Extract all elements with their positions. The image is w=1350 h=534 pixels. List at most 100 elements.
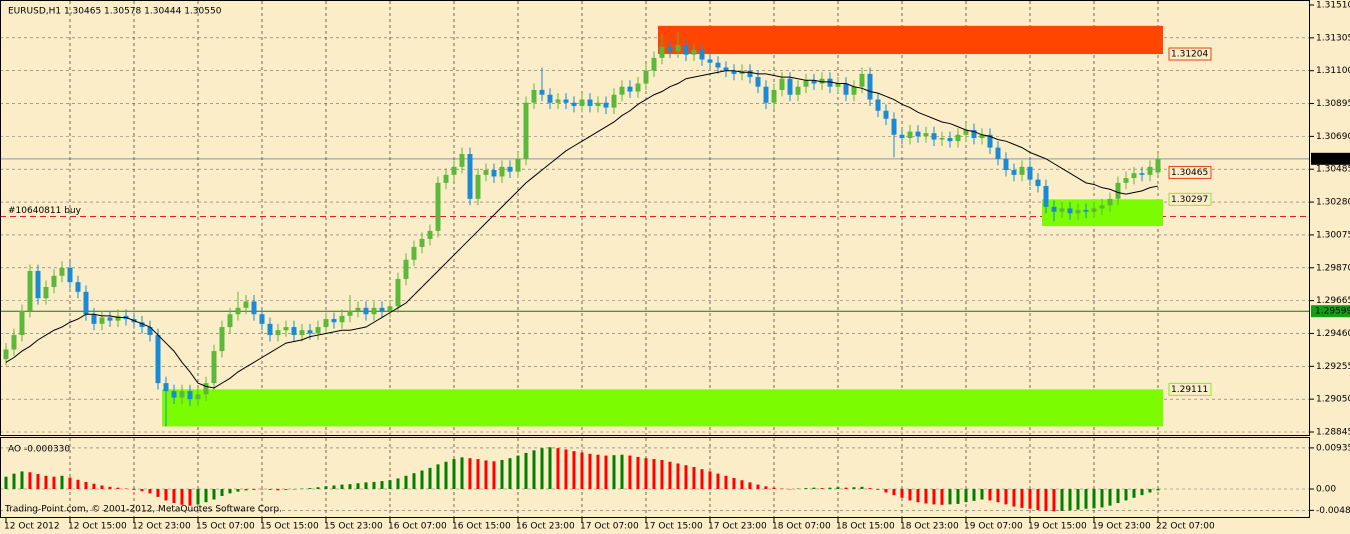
candle-body bbox=[411, 246, 417, 260]
candle-body bbox=[315, 327, 321, 334]
candle-body bbox=[299, 330, 305, 336]
candle-body bbox=[419, 238, 425, 247]
candle-body bbox=[811, 80, 817, 84]
y-tick-label: 1.30280 bbox=[1316, 198, 1350, 208]
candle-body bbox=[803, 80, 809, 87]
candle-body bbox=[115, 315, 121, 321]
zone-layer bbox=[162, 25, 1163, 427]
candle-body bbox=[883, 110, 889, 119]
candle-body bbox=[907, 131, 913, 138]
candle-body bbox=[723, 67, 729, 71]
chart-title: EURUSD,H1 1.30465 1.30578 1.30444 1.3055… bbox=[8, 7, 222, 17]
candle-body bbox=[1035, 179, 1041, 187]
candle-body bbox=[83, 291, 89, 315]
candle-body bbox=[579, 99, 585, 106]
candle-body bbox=[163, 383, 169, 392]
y-tick-label: 1.28845 bbox=[1316, 428, 1350, 438]
x-tick-label: 16 Oct 15:00 bbox=[452, 522, 511, 532]
candle-body bbox=[779, 78, 785, 90]
candle-body bbox=[491, 170, 497, 177]
x-tick-label: 17 Oct 23:00 bbox=[708, 522, 767, 532]
candle-body bbox=[771, 89, 777, 103]
candle-body bbox=[755, 77, 761, 87]
candle-body bbox=[339, 315, 345, 323]
candle-body bbox=[99, 317, 105, 324]
candle-body bbox=[707, 59, 713, 63]
y-tick-label: 1.31305 bbox=[1316, 33, 1350, 43]
candle-body bbox=[1075, 210, 1081, 214]
candle-body bbox=[547, 94, 553, 103]
candle-body bbox=[715, 62, 721, 68]
candle-body bbox=[1043, 186, 1049, 207]
price-zone bbox=[658, 25, 1163, 55]
candle-body bbox=[1059, 208, 1065, 212]
candle-body bbox=[403, 259, 409, 279]
level-label-box bbox=[1311, 152, 1350, 165]
y-tick-label: 1.30690 bbox=[1316, 132, 1350, 142]
candle-body bbox=[483, 170, 489, 175]
mark-layer bbox=[3, 32, 1161, 512]
candle-body bbox=[1067, 208, 1073, 214]
price-zone bbox=[162, 389, 1163, 427]
price-marker-label: 1.30465 bbox=[1171, 168, 1208, 178]
candle-body bbox=[619, 86, 625, 95]
y-tick-label: 1.30485 bbox=[1316, 165, 1350, 175]
candle-body bbox=[1131, 173, 1137, 179]
candle-body bbox=[867, 73, 873, 100]
candle-body bbox=[291, 327, 297, 336]
candle-body bbox=[347, 311, 353, 316]
candle-body bbox=[203, 383, 209, 395]
candle-body bbox=[979, 134, 985, 138]
candle-body bbox=[171, 391, 177, 398]
candle-body bbox=[371, 307, 377, 315]
x-tick-label: 12 Oct 2012 bbox=[4, 522, 60, 532]
x-tick-label: 22 Oct 07:00 bbox=[1156, 522, 1215, 532]
y-tick-label: -0.00486 bbox=[1316, 506, 1350, 516]
candle-body bbox=[363, 307, 369, 315]
candle-body bbox=[563, 99, 569, 103]
x-tick-label: 19 Oct 23:00 bbox=[1092, 522, 1151, 532]
candle-body bbox=[51, 275, 57, 287]
x-tick-label: 19 Oct 15:00 bbox=[1028, 522, 1087, 532]
candle-body bbox=[987, 134, 993, 148]
candle-body bbox=[763, 86, 769, 103]
candle-body bbox=[947, 137, 953, 142]
candle-body bbox=[875, 99, 881, 111]
candle-body bbox=[331, 319, 337, 323]
y-tick-label: 1.31100 bbox=[1316, 66, 1350, 76]
candle-body bbox=[795, 86, 801, 95]
candle-body bbox=[475, 174, 481, 199]
candle-body bbox=[683, 45, 689, 55]
candle-body bbox=[107, 317, 113, 321]
candle-body bbox=[1155, 158, 1161, 173]
main-pane-frame bbox=[0, 0, 1310, 436]
candle-body bbox=[587, 99, 593, 106]
candle-body bbox=[3, 349, 9, 360]
candle-body bbox=[571, 102, 577, 106]
candle-body bbox=[227, 314, 233, 328]
level-label: 1.29599 bbox=[1315, 307, 1350, 317]
candle-body bbox=[259, 314, 265, 324]
candle-body bbox=[35, 270, 41, 299]
level-label-box bbox=[1311, 305, 1350, 318]
candle-body bbox=[603, 102, 609, 108]
candle-body bbox=[899, 134, 905, 138]
candle-body bbox=[1019, 166, 1025, 175]
candle-body bbox=[675, 45, 681, 52]
candle-body bbox=[1147, 166, 1153, 175]
candle-body bbox=[627, 86, 633, 92]
candle-body bbox=[915, 131, 921, 137]
candle-body bbox=[179, 391, 185, 398]
candle-body bbox=[355, 307, 361, 312]
candle-body bbox=[1011, 170, 1017, 175]
candle-body bbox=[731, 70, 737, 74]
candle-body bbox=[235, 307, 241, 315]
x-tick-label: 17 Oct 07:00 bbox=[580, 522, 639, 532]
zone-label: 1.30297 bbox=[1171, 195, 1208, 205]
candle-body bbox=[1099, 205, 1105, 209]
candle-body bbox=[691, 49, 697, 55]
candle-body bbox=[1123, 178, 1129, 183]
x-tick-label: 16 Oct 23:00 bbox=[516, 522, 575, 532]
